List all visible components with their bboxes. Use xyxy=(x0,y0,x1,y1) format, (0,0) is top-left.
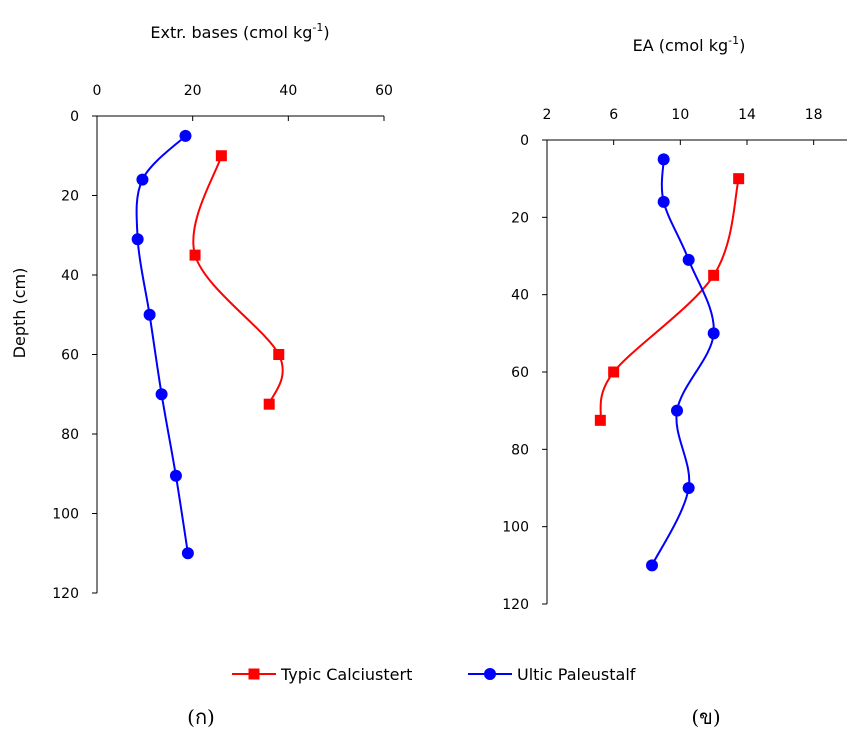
chart-ea: EA (cmol kg-1) 2 6 10 14 18 0 20 40 60 80 100 120 xyxy=(502,34,847,613)
data-point-typic-calciustert xyxy=(708,269,720,281)
y-tick-label: 100 xyxy=(52,507,79,523)
data-point-typic-calciustert xyxy=(733,173,745,185)
y-axis-label: Depth (cm) xyxy=(10,268,29,359)
panel-label-a: (ก) xyxy=(187,705,215,729)
x-tick-label: 14 xyxy=(738,107,756,123)
y-tick-label: 100 xyxy=(502,520,529,536)
y-tick-label: 80 xyxy=(511,442,529,458)
data-point-typic-calciustert xyxy=(263,398,275,410)
legend-label-typic-calciustert: Typic Calciustert xyxy=(280,665,412,684)
y-tick-label: 60 xyxy=(61,348,79,364)
data-point-ultic-paleustalf xyxy=(707,327,720,340)
data-point-ultic-paleustalf xyxy=(131,233,144,246)
data-point-ultic-paleustalf xyxy=(657,195,670,208)
data-point-ultic-paleustalf xyxy=(169,469,182,482)
legend-item-ultic-paleustalf: Ultic Paleustalf xyxy=(468,665,636,684)
y-tick-label: 20 xyxy=(61,189,79,205)
legend-item-typic-calciustert: Typic Calciustert xyxy=(232,665,412,684)
data-point-ultic-paleustalf xyxy=(179,129,192,142)
data-point-ultic-paleustalf xyxy=(682,482,695,494)
x-tick-label: 10 xyxy=(671,107,689,123)
data-point-ultic-paleustalf xyxy=(657,153,670,166)
x-tick-label: 0 xyxy=(93,83,102,99)
y-tick-label: 120 xyxy=(52,586,79,602)
y-tick-label: 40 xyxy=(61,268,79,284)
legend: Typic Calciustert Ultic Paleustalf xyxy=(232,665,636,684)
data-point-ultic-paleustalf xyxy=(136,173,149,186)
legend-label-ultic-paleustalf: Ultic Paleustalf xyxy=(517,665,636,684)
series-line-typic-calciustert xyxy=(192,155,284,405)
x-tick-label: 2 xyxy=(543,107,552,123)
y-tick-label: 40 xyxy=(511,288,529,304)
data-point-typic-calciustert xyxy=(189,249,201,261)
x-tick-label: 6 xyxy=(609,107,618,123)
x-tick-label: 20 xyxy=(184,83,202,99)
y-tick-label: 80 xyxy=(61,427,79,443)
legend-marker-ultic-paleustalf xyxy=(484,668,496,680)
data-point-ultic-paleustalf xyxy=(671,404,683,417)
y-tick-label: 60 xyxy=(511,365,529,381)
chart-extr-bases: Extr. bases (cmol kg-1) Depth (cm) 0 20 40… xyxy=(10,21,393,602)
x-tick-label: 40 xyxy=(279,83,297,99)
y-tick-label: 120 xyxy=(502,597,529,613)
legend-marker-typic-calciustert xyxy=(248,668,260,680)
chart-title: Extr. bases (cmol kg-1) xyxy=(150,21,329,42)
data-point-typic-calciustert xyxy=(273,349,285,360)
data-point-typic-calciustert xyxy=(594,414,606,426)
panel-label-b: (ข) xyxy=(691,705,720,729)
x-tick-label: 18 xyxy=(805,107,823,123)
data-point-typic-calciustert xyxy=(608,366,620,378)
chart-title: EA (cmol kg-1) xyxy=(633,34,746,55)
data-point-ultic-paleustalf xyxy=(682,253,695,266)
series-line-typic-calciustert xyxy=(599,178,740,421)
series-line-ultic-paleustalf xyxy=(135,135,189,554)
data-point-ultic-paleustalf xyxy=(143,308,156,321)
data-point-typic-calciustert xyxy=(215,150,227,162)
data-point-ultic-paleustalf xyxy=(155,388,168,401)
y-tick-label: 0 xyxy=(70,109,79,125)
y-tick-label: 0 xyxy=(520,133,529,149)
y-tick-label: 20 xyxy=(511,210,529,226)
data-point-ultic-paleustalf xyxy=(646,559,658,572)
x-tick-label: 60 xyxy=(375,83,393,99)
series-line-ultic-paleustalf xyxy=(651,159,715,566)
data-point-ultic-paleustalf xyxy=(181,547,194,560)
